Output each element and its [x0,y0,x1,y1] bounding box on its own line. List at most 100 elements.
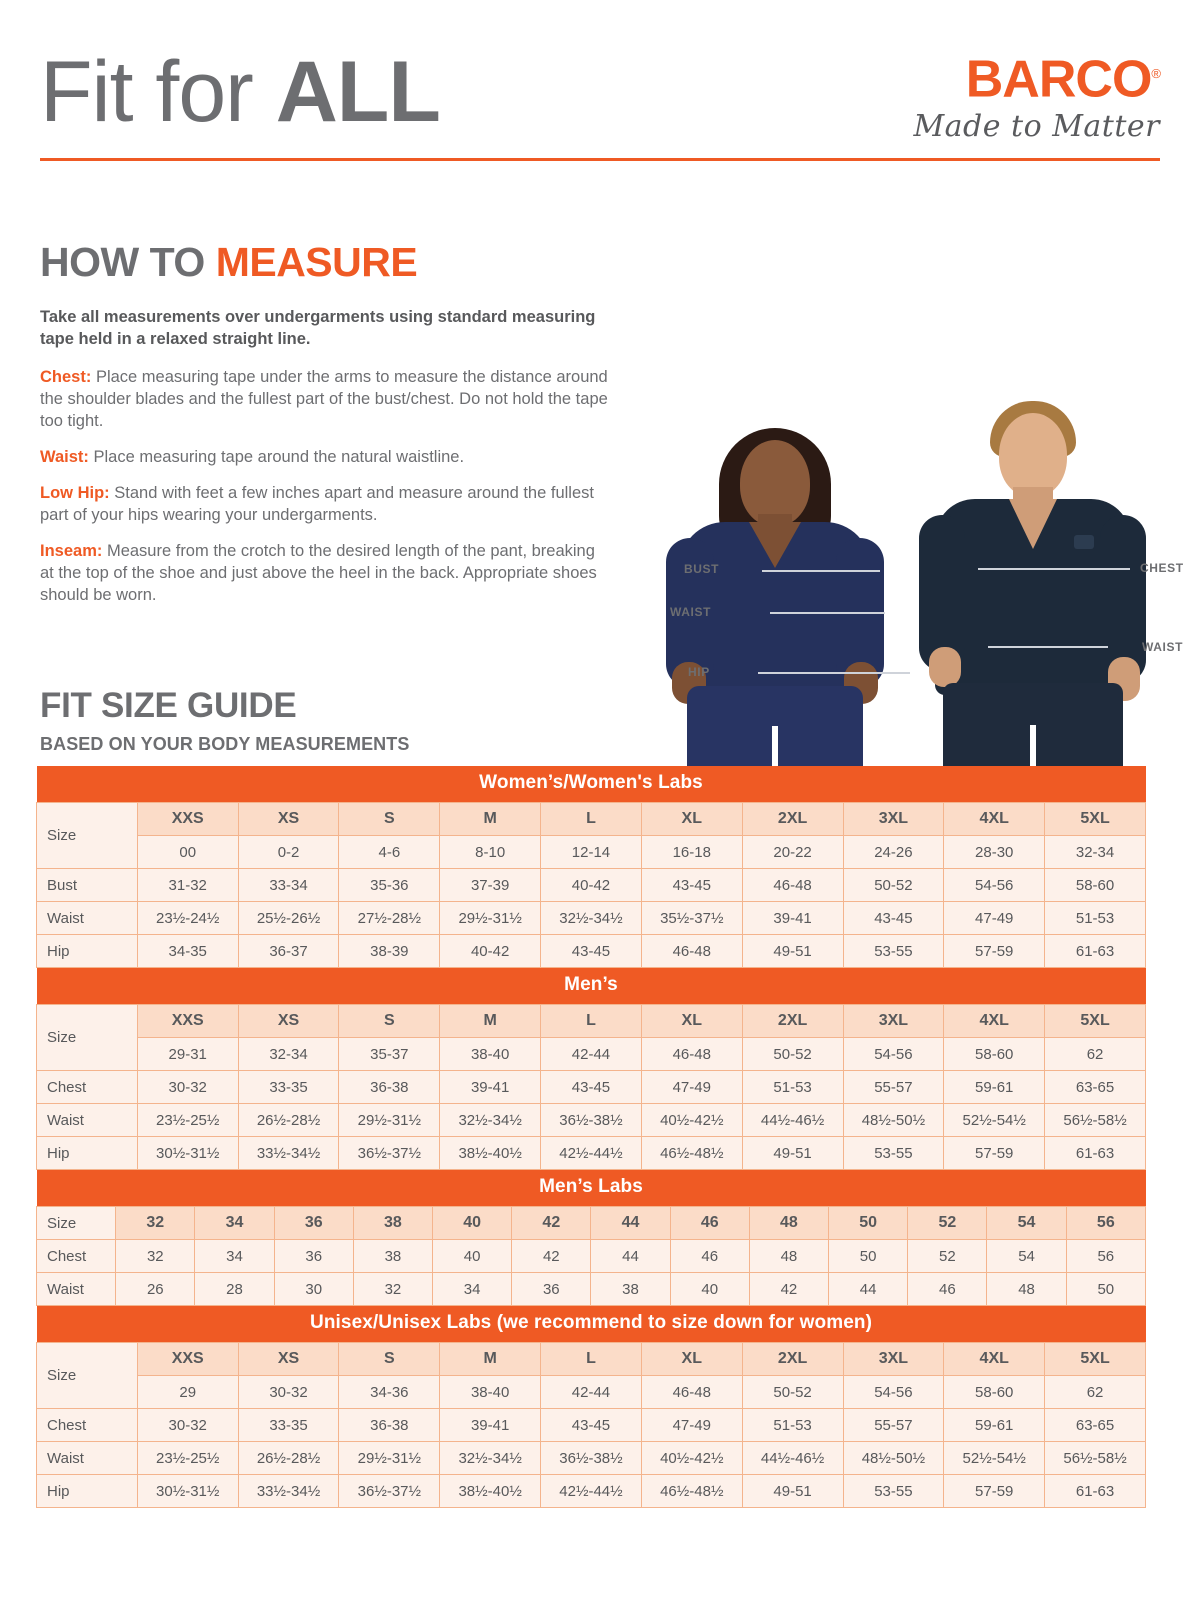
measurement-cell: 48 [748,1239,830,1273]
measurement-cell: 38-39 [338,934,441,968]
size-header-cell: 50 [828,1206,909,1240]
measurement-cell: 48 [986,1272,1067,1306]
measurement-cell: 56½-58½ [1044,1441,1146,1475]
measurement-cell: 57-59 [943,1136,1046,1170]
measurement-cell: 61-63 [1044,1474,1146,1508]
measurement-cell: 49-51 [741,934,844,968]
size-header-cell: 3XL [842,802,945,836]
numeric-size-cell: 46-48 [640,1375,743,1409]
measurement-cell: 43-45 [640,868,743,902]
page-title: Fit for ALL [40,36,441,148]
numeric-size-cell: 0-2 [237,835,340,869]
measurement-cell: 29½-31½ [439,901,542,935]
measure-item-waist-text: Place measuring tape around the natural … [93,448,465,466]
measurement-cell: 36 [511,1272,592,1306]
measurement-cell: 50 [828,1239,909,1273]
row-label-cell: Hip [36,1474,138,1508]
size-header-cell: XXS [136,1342,239,1376]
measurement-cell: 36½-38½ [540,1441,642,1475]
numeric-size-cell: 32-34 [1044,835,1146,869]
numeric-size-cell: 24-26 [842,835,945,869]
measurement-cell: 40 [432,1239,513,1273]
measure-item-lowhip: Low Hip: Stand with feet a few inches ap… [40,482,610,526]
size-header-cell: 52 [907,1206,988,1240]
fit-size-guide-heading: FIT SIZE GUIDE [40,686,297,725]
heading-accent: MEASURE [215,239,418,285]
measurement-cell: 40-42 [439,934,542,968]
numeric-size-cell: 54-56 [842,1037,945,1071]
measurement-cell: 35½-37½ [640,901,743,935]
measurement-cell: 23½-25½ [136,1441,239,1475]
measurement-cell: 36-37 [237,934,340,968]
numeric-size-cell: 58-60 [943,1037,1046,1071]
numeric-size-cell: 58-60 [943,1375,1046,1409]
chest-measure-line [978,568,1130,570]
waist-measure-line-male [988,646,1108,648]
numeric-size-cell: 62 [1044,1375,1146,1409]
size-header-cell: 34 [194,1206,275,1240]
measurement-cell: 42½-44½ [540,1136,642,1170]
measurement-cell: 42½-44½ [540,1474,642,1508]
size-label-cell: Size [35,1206,117,1240]
measurement-cell: 56½-58½ [1044,1103,1146,1137]
size-table: Women’s/Women's Labs Size XXS XS S M L XL 2XL 3XL… [36,766,1146,968]
measure-item-chest: Chest: Place measuring tape under the ar… [40,366,610,432]
measurement-cell: 26½-28½ [237,1103,340,1137]
fit-size-guide-section: FIT SIZE GUIDE BASED ON YOUR BODY MEASUR… [40,686,409,755]
measurement-cell: 43-45 [540,1070,642,1104]
measurement-cell: 36 [273,1239,354,1273]
size-header-cell: XS [237,1342,340,1376]
measurement-cell: 57-59 [943,1474,1046,1508]
measurement-cell: 38 [590,1272,671,1306]
size-header-cell: 38 [352,1206,434,1240]
page-title-bold: ALL [275,44,441,140]
measurement-cell: 32 [115,1239,196,1273]
table-row: Chest 30-32 33-35 36-38 39-41 43-45 47-49 51-53… [36,1070,1146,1104]
size-header-cell: XL [640,802,743,836]
table-row: Waist 26 28 30 32 34 36 38 40 42 44 46 48 50 [35,1272,1147,1306]
measurement-cell: 34 [432,1272,513,1306]
numeric-size-cell: 29 [136,1375,239,1409]
male-v-neckline [1008,499,1057,549]
measurement-cell: 25½-26½ [237,901,340,935]
table-band-label: Unisex/Unisex Labs (we recommend to size… [36,1306,1146,1343]
measurement-cell: 42 [511,1239,592,1273]
measurement-cell: 43-45 [540,934,642,968]
male-head [998,413,1067,497]
measurement-cell: 40 [669,1272,750,1306]
numeric-size-cell: 34-36 [338,1375,441,1409]
table-band-label: Women’s/Women's Labs [36,766,1146,803]
measurement-cell: 52½-54½ [943,1441,1046,1475]
page-title-light: Fit for [40,44,276,140]
measurement-cell: 38½-40½ [439,1474,542,1508]
measure-item-waist: Waist: Place measuring tape around the n… [40,446,610,468]
row-label-cell: Waist [36,1103,138,1137]
measurement-cell: 37-39 [439,868,542,902]
row-label-cell: Chest [35,1239,117,1273]
measurement-cell: 46½-48½ [640,1136,743,1170]
measurement-cell: 61-63 [1044,934,1146,968]
male-left-hand [929,647,961,687]
measure-item-inseam-text: Measure from the crotch to the desired l… [40,542,597,604]
measurement-cell: 44½-46½ [741,1103,844,1137]
measurement-cell: 47-49 [640,1070,743,1104]
size-header-cell: 56 [1065,1206,1147,1240]
measurement-cell: 30-32 [136,1070,239,1104]
measurement-cell: 35-36 [338,868,441,902]
how-to-measure-section: HOW TO MEASURE Take all measurements ove… [40,240,640,620]
table-size-header-row: Size XXS XS S M L XL 2XL 3XL 4XL 5XL [36,1342,1146,1409]
size-header-cell: 4XL [943,1342,1046,1376]
numeric-size-cell: 50-52 [741,1375,844,1409]
page-header: Fit for ALL BARCO® Made to Matter [40,40,1161,165]
row-label-cell: Chest [36,1070,138,1104]
numeric-size-cell: 50-52 [741,1037,844,1071]
measurement-cell: 36-38 [338,1070,441,1104]
female-head [740,440,810,526]
measure-item-lowhip-label: Low Hip: [40,484,110,502]
row-label-cell: Waist [35,1272,117,1306]
numeric-size-cell: 62 [1044,1037,1146,1071]
measurement-cell: 39-41 [439,1070,542,1104]
table-band-row: Unisex/Unisex Labs (we recommend to size… [36,1306,1146,1343]
measurement-cell: 61-63 [1044,1136,1146,1170]
table-row: Chest 32 34 36 38 40 42 44 46 48 50 52 54 56 [35,1239,1147,1273]
